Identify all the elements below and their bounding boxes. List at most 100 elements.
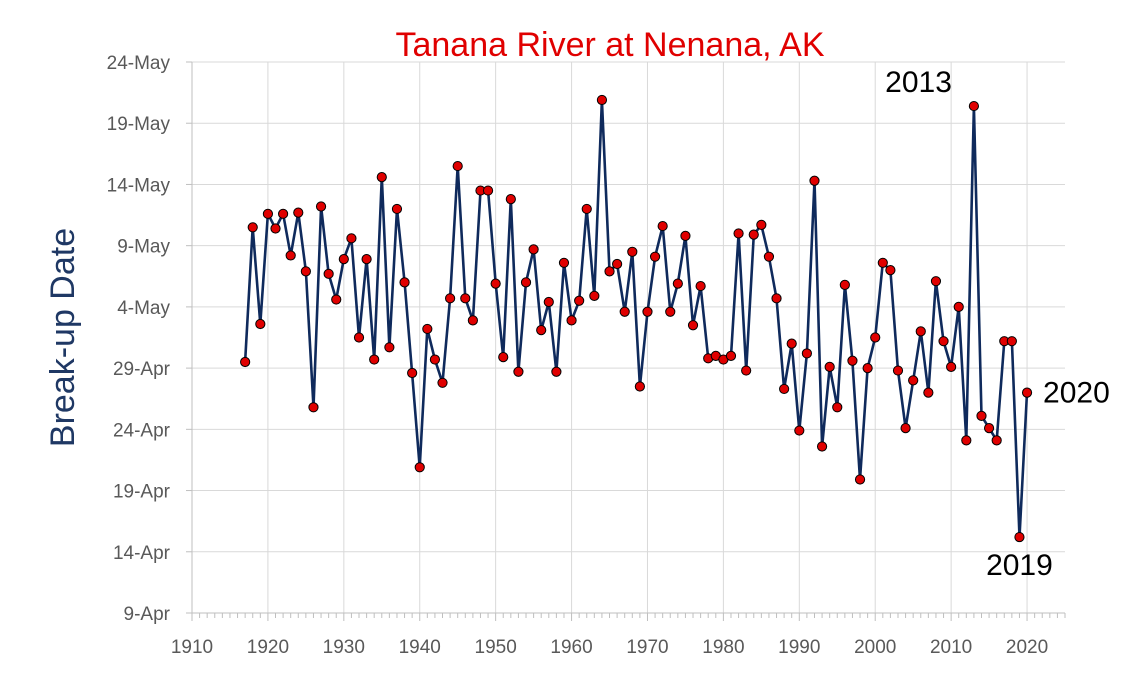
data-point [300,266,311,277]
data-point [915,326,926,337]
data-point [885,265,896,276]
data-point [566,315,577,326]
data-point [361,254,372,265]
data-point [574,295,585,306]
y-tick-label: 14-Apr [113,543,171,564]
data-point [983,423,995,434]
data-point [870,332,881,343]
data-point [399,277,410,288]
data-point [505,194,516,205]
data-point [604,266,615,277]
y-tick-label: 9-May [117,237,170,258]
y-tick-label: 29-Apr [113,359,171,380]
data-point [346,233,357,244]
x-tick-label: 2010 [930,637,972,658]
x-tick-label: 1950 [475,637,517,658]
y-tick-label: 9-Apr [124,604,171,625]
x-tick-label: 1930 [323,637,365,658]
annotation-label: 2020 [1043,377,1110,410]
axes [186,61,1066,621]
data-point [369,354,380,365]
data-point [627,246,638,257]
data-point [680,230,691,241]
data-point [338,254,349,265]
annotation-label: 2019 [986,549,1053,582]
data-point [1014,531,1025,543]
x-tick-labels: 1910 1920 1930 1940 1950 1960 1970 1980 1990 2000… [171,637,1048,658]
x-tick-label: 1970 [626,637,668,658]
data-point [551,366,562,377]
x-tick-label: 1960 [550,637,592,658]
annotation-label: 2013 [885,66,952,99]
x-tick-label: 1910 [171,637,213,658]
y-tick-label: 24-Apr [113,420,171,441]
x-tick-label: 2020 [1006,637,1048,658]
data-point [452,160,463,172]
data-point [695,280,706,292]
data-point [612,258,623,270]
y-tick-label: 14-May [107,175,171,196]
data-point [255,318,266,330]
data-point [779,383,790,395]
data-point [801,348,812,359]
x-tick-label: 1920 [247,637,289,658]
data-point [786,338,797,349]
data-point [824,361,835,372]
data-point [930,276,942,287]
data-point [816,441,828,452]
data-point [619,306,630,317]
data-point [536,325,547,336]
data-point [528,244,539,255]
data-point [657,220,668,232]
y-tick-label: 19-Apr [113,482,171,503]
data-point [1021,387,1033,398]
data-point [1006,336,1017,347]
data-point [513,366,524,377]
data-point [240,356,251,368]
data-point [847,355,858,366]
data-point [247,222,258,233]
gridlines [192,61,1065,613]
data-point [877,257,888,268]
data-point [596,94,608,106]
data-point [543,296,554,308]
y-tick-label: 4-May [117,298,170,319]
data-point [391,203,403,215]
data-point [270,223,281,234]
data-point [976,410,987,421]
data-point [809,175,820,186]
data-point [938,336,949,347]
data-point [285,250,296,261]
series-break-up-date [240,94,1033,543]
data-point [794,425,805,436]
data-point [384,342,395,353]
data-point [672,278,683,289]
data-point [968,100,980,112]
data-point [262,208,274,219]
data-point [741,365,752,376]
x-tick-label: 2000 [854,637,896,658]
data-point [634,381,645,392]
data-point [353,332,365,343]
x-tick-label: 1940 [399,637,441,658]
data-point [862,363,873,374]
data-point [892,365,904,376]
data-point [687,320,699,331]
data-point [323,268,334,279]
data-point [498,351,509,363]
data-point [908,375,919,386]
data-point [308,402,319,413]
chart-title: Tanana River at Nenana, AK [395,26,824,64]
data-point [558,257,570,268]
data-point [961,435,972,446]
data-point [376,171,387,183]
annotations: 2013 2020 2019 [885,66,1110,582]
data-point [649,251,661,262]
data-point [725,350,737,361]
data-point [733,228,744,239]
data-point [414,462,425,473]
x-tick-label: 1980 [702,637,744,658]
data-point [277,208,289,219]
data-point [991,435,1002,446]
